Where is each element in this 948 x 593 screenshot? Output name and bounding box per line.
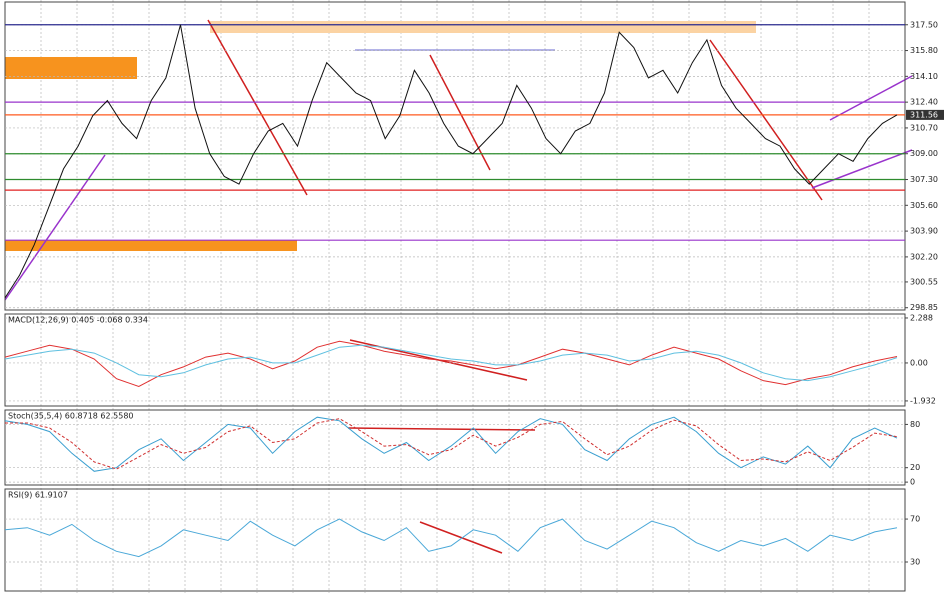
last-price-label: 311.56 [910,110,938,119]
series-line [4,24,898,299]
trend-line [207,19,308,196]
y-tick-label: 315.80 [910,46,938,55]
vertical-grid [40,0,870,593]
pane-title: MACD(12,26,9) 0.405 -0.068 0.334 [8,316,148,325]
pane-border [4,1,906,311]
y-tick-label: 312.40 [910,98,938,107]
y-tick-label: 300.55 [910,277,938,286]
y-tick-label: 298.85 [910,303,938,312]
y-tick-label: 314.10 [910,72,938,81]
pane-border [4,488,906,592]
y-tick-label: 0.00 [910,358,928,367]
y-tick-label: 309.00 [910,149,938,158]
y-tick-label: 310.70 [910,123,938,132]
y-tick-label: 20 [910,463,920,472]
zone-box [5,240,297,251]
y-tick-label: 0 [910,478,915,487]
series-line [5,418,898,470]
zone-box [5,57,137,79]
pane-title: Stoch(35,5,4) 60.8718 62.5580 [8,412,134,421]
y-tick-label: -1.932 [910,396,936,405]
series-line [4,344,898,382]
y-tick-label: 307.30 [910,175,938,184]
trend-line [429,54,491,171]
trend-line [829,75,913,121]
series-line [4,416,898,472]
series-line [4,340,898,388]
divergence-line [419,521,503,554]
y-tick-label: 302.20 [910,252,938,261]
y-tick-label: 80 [910,420,920,429]
y-tick-label: 30 [910,558,920,567]
pane-border [4,409,906,486]
trend-line [709,39,823,201]
y-tick-label: 303.90 [910,227,938,236]
pane-title: RSI(9) 61.9107 [8,491,68,500]
pane-border [4,313,906,407]
zone-box [210,21,756,33]
divergence-line [347,427,536,431]
last-price-box [906,109,944,120]
y-tick-label: 2.288 [910,313,933,322]
y-tick-label: 317.50 [910,20,938,29]
y-tick-label: 70 [910,515,920,524]
y-tick-label: 305.60 [910,201,938,210]
series-line [4,518,898,558]
trend-line [811,149,913,189]
